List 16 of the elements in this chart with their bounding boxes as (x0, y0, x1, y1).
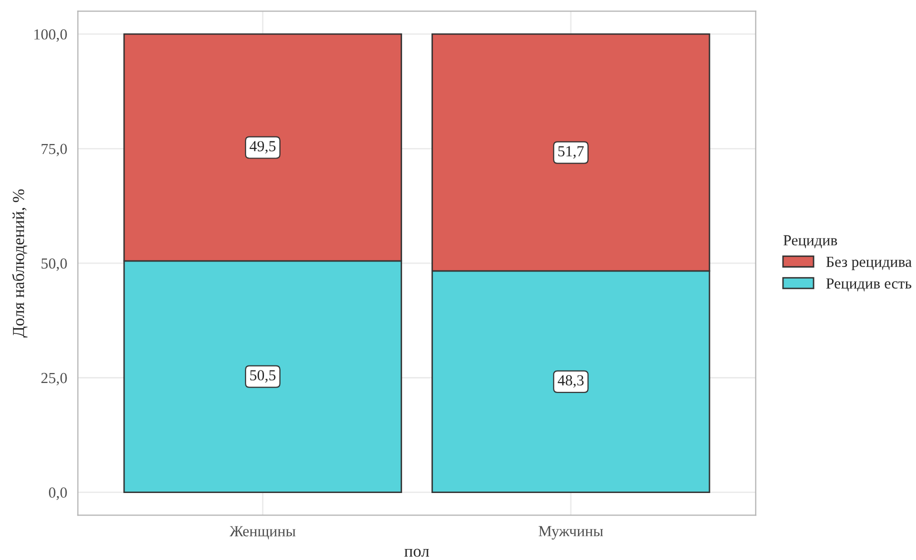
y-axis-title: Доля наблюдений, % (12, 189, 28, 338)
x-axis-title: пол (404, 548, 430, 557)
y-tick-label: 100,0 (34, 29, 67, 42)
y-tick-label: 75,0 (42, 144, 67, 156)
legend-label: Без рецидива (826, 256, 912, 270)
data-label: 49,5 (250, 141, 276, 154)
legend-title: Рецидив (783, 235, 838, 248)
x-tick-label: Женщины (230, 526, 296, 540)
legend-label: Рецидив есть (826, 278, 912, 292)
data-label: 48,3 (558, 375, 584, 388)
y-tick-label: 50,0 (42, 258, 67, 271)
y-tick-label: 0,0 (48, 487, 67, 500)
x-tick-label: Мужчины (538, 526, 604, 540)
data-label: 51,7 (558, 146, 584, 159)
y-tick-label: 25,0 (41, 372, 67, 386)
data-label: 50,5 (250, 370, 276, 383)
